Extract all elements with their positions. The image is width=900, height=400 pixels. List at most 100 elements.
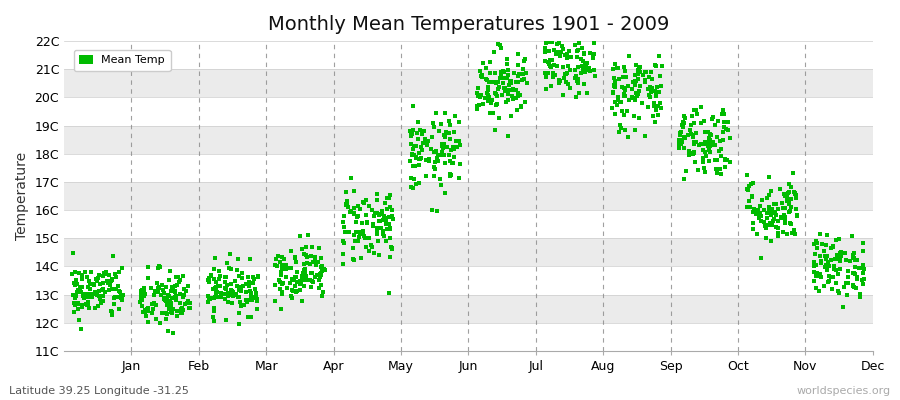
Point xyxy=(378,215,392,221)
Point xyxy=(202,277,216,284)
Point xyxy=(170,308,184,314)
Point xyxy=(176,272,190,279)
Point xyxy=(346,188,361,195)
Point xyxy=(846,250,860,256)
Point xyxy=(439,144,454,150)
Point xyxy=(166,330,181,336)
Point xyxy=(774,214,788,220)
Point xyxy=(685,112,699,119)
Point xyxy=(576,64,590,70)
Point xyxy=(359,212,374,218)
Point xyxy=(614,125,628,131)
Point xyxy=(814,258,828,264)
Point xyxy=(158,297,172,303)
Point xyxy=(385,206,400,213)
Point xyxy=(97,271,112,277)
Point xyxy=(441,129,455,136)
Point xyxy=(508,79,523,85)
Point xyxy=(356,229,370,235)
Point xyxy=(769,224,783,230)
Point xyxy=(155,310,169,316)
Point xyxy=(679,167,693,174)
Point xyxy=(772,185,787,192)
Point xyxy=(649,92,663,99)
Point xyxy=(66,292,80,299)
Point xyxy=(217,291,231,297)
Point xyxy=(348,228,363,235)
Point xyxy=(641,86,655,92)
Point xyxy=(298,270,312,277)
Point xyxy=(360,219,374,225)
Point xyxy=(518,70,533,76)
Point xyxy=(702,135,716,142)
Point xyxy=(74,326,88,332)
Point xyxy=(518,76,532,82)
Point xyxy=(776,204,790,211)
Point xyxy=(221,299,236,306)
Point xyxy=(671,145,686,152)
Point xyxy=(232,294,247,300)
Point xyxy=(608,83,622,90)
Point xyxy=(684,131,698,138)
Point xyxy=(242,278,256,285)
Point xyxy=(356,228,371,234)
Point xyxy=(575,34,590,41)
Point xyxy=(753,210,768,217)
Point xyxy=(304,252,319,259)
Point xyxy=(173,300,187,307)
Point xyxy=(210,293,224,300)
Point xyxy=(560,51,574,57)
Point xyxy=(746,206,760,212)
Point xyxy=(249,296,264,302)
Point xyxy=(580,90,594,97)
Point xyxy=(637,133,652,139)
Point xyxy=(832,290,846,296)
Point xyxy=(539,86,554,93)
Point xyxy=(746,220,760,226)
Point xyxy=(155,282,169,289)
Point xyxy=(677,144,691,151)
Point xyxy=(403,132,418,139)
Point xyxy=(75,284,89,290)
Point xyxy=(164,302,178,308)
Point xyxy=(158,310,173,316)
Point xyxy=(471,93,485,99)
Point xyxy=(846,270,860,276)
Point xyxy=(87,305,102,311)
Point xyxy=(405,151,419,158)
Point xyxy=(181,297,195,304)
Point xyxy=(586,34,600,41)
Point xyxy=(759,235,773,241)
Point xyxy=(481,84,495,91)
Point xyxy=(687,107,701,114)
Point xyxy=(642,86,656,93)
Point xyxy=(500,61,515,68)
Point xyxy=(272,277,286,284)
Point xyxy=(607,83,621,89)
Point xyxy=(317,266,331,273)
Point xyxy=(379,216,393,223)
Point xyxy=(208,294,222,300)
Point xyxy=(443,171,457,178)
Point xyxy=(248,293,263,299)
Point xyxy=(765,222,779,228)
Point xyxy=(315,264,329,271)
Point xyxy=(379,220,393,227)
Point xyxy=(176,294,191,300)
Point xyxy=(153,320,167,326)
Point xyxy=(829,280,843,286)
Point xyxy=(783,208,797,214)
Point xyxy=(404,141,419,148)
Point xyxy=(158,310,173,316)
Point xyxy=(418,135,432,142)
Point xyxy=(471,85,485,91)
Point xyxy=(617,86,632,92)
Point xyxy=(403,130,418,137)
Point xyxy=(341,228,356,235)
Point xyxy=(518,56,533,62)
Point xyxy=(647,100,662,106)
Point xyxy=(832,266,847,272)
Point xyxy=(678,115,692,122)
Point xyxy=(274,289,289,295)
Point xyxy=(771,218,786,224)
